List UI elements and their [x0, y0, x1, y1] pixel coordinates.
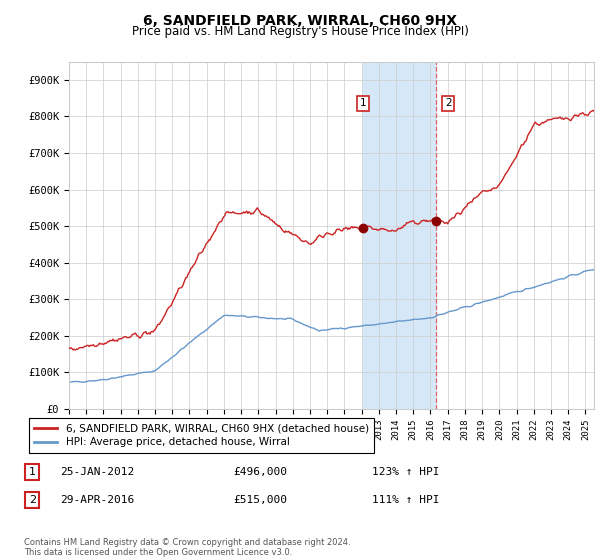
Text: 6, SANDFIELD PARK, WIRRAL, CH60 9HX: 6, SANDFIELD PARK, WIRRAL, CH60 9HX	[143, 14, 457, 28]
Text: £515,000: £515,000	[234, 495, 288, 505]
Legend: 6, SANDFIELD PARK, WIRRAL, CH60 9HX (detached house), HPI: Average price, detach: 6, SANDFIELD PARK, WIRRAL, CH60 9HX (det…	[29, 418, 374, 452]
Text: Contains HM Land Registry data © Crown copyright and database right 2024.
This d: Contains HM Land Registry data © Crown c…	[24, 538, 350, 557]
Text: 2: 2	[29, 495, 36, 505]
Text: 123% ↑ HPI: 123% ↑ HPI	[372, 467, 439, 477]
Text: 2: 2	[445, 98, 452, 108]
Text: Price paid vs. HM Land Registry's House Price Index (HPI): Price paid vs. HM Land Registry's House …	[131, 25, 469, 38]
Text: 25-JAN-2012: 25-JAN-2012	[60, 467, 134, 477]
Text: £496,000: £496,000	[234, 467, 288, 477]
Text: 1: 1	[359, 98, 366, 108]
Text: 29-APR-2016: 29-APR-2016	[60, 495, 134, 505]
Text: 111% ↑ HPI: 111% ↑ HPI	[372, 495, 439, 505]
Bar	[363, 62, 436, 409]
Text: 1: 1	[29, 467, 36, 477]
